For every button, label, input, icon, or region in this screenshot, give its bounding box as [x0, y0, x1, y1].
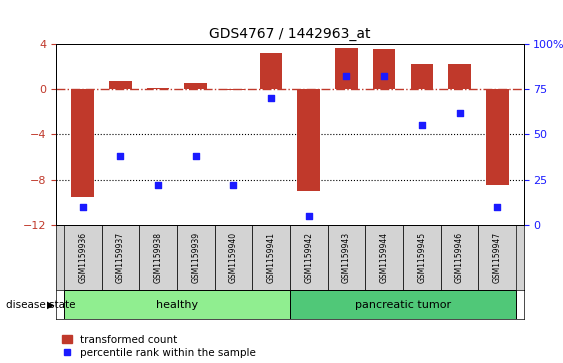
Text: GSM1159946: GSM1159946	[455, 232, 464, 283]
Text: ▶: ▶	[47, 300, 54, 310]
Bar	[147, 88, 169, 89]
Text: GSM1159941: GSM1159941	[267, 232, 276, 283]
Text: disease state: disease state	[6, 300, 75, 310]
Bar	[441, 225, 479, 290]
Bar	[373, 49, 395, 89]
Point	[493, 204, 502, 210]
Text: GSM1159936: GSM1159936	[78, 232, 87, 283]
Text: pancreatic tumor: pancreatic tumor	[355, 300, 451, 310]
Point	[191, 153, 200, 159]
Point	[267, 95, 276, 101]
Bar	[290, 225, 328, 290]
Text: GSM1159945: GSM1159945	[417, 232, 426, 283]
Text: GSM1159942: GSM1159942	[304, 232, 313, 283]
Bar	[260, 53, 283, 89]
Point	[229, 182, 238, 188]
Title: GDS4767 / 1442963_at: GDS4767 / 1442963_at	[209, 27, 370, 41]
Bar	[109, 81, 132, 89]
Point	[116, 153, 125, 159]
Bar	[64, 225, 101, 290]
Bar	[185, 83, 207, 89]
Bar	[64, 290, 290, 319]
Bar	[177, 225, 215, 290]
Bar	[297, 89, 320, 191]
Text: GSM1159937: GSM1159937	[116, 232, 125, 283]
Bar	[252, 225, 290, 290]
Bar	[215, 225, 252, 290]
Bar	[101, 225, 139, 290]
Bar	[290, 290, 516, 319]
Bar	[448, 64, 471, 89]
Bar	[365, 225, 403, 290]
Point	[78, 204, 87, 210]
Text: GSM1159938: GSM1159938	[154, 232, 163, 283]
Text: GSM1159943: GSM1159943	[342, 232, 351, 283]
Bar	[335, 48, 358, 89]
Point	[455, 110, 464, 115]
Text: GSM1159939: GSM1159939	[191, 232, 200, 283]
Bar	[222, 89, 245, 90]
Text: healthy: healthy	[156, 300, 198, 310]
Legend: transformed count, percentile rank within the sample: transformed count, percentile rank withi…	[61, 335, 256, 358]
Bar	[486, 89, 508, 185]
Text: GSM1159940: GSM1159940	[229, 232, 238, 283]
Point	[379, 73, 388, 79]
Bar	[479, 225, 516, 290]
Text: GSM1159944: GSM1159944	[379, 232, 388, 283]
Point	[154, 182, 163, 188]
Bar	[328, 225, 365, 290]
Point	[342, 73, 351, 79]
Point	[304, 213, 313, 219]
Bar	[403, 225, 441, 290]
Point	[417, 122, 426, 128]
Text: GSM1159947: GSM1159947	[493, 232, 502, 283]
Bar	[410, 64, 433, 89]
Bar	[139, 225, 177, 290]
Bar	[72, 89, 94, 197]
